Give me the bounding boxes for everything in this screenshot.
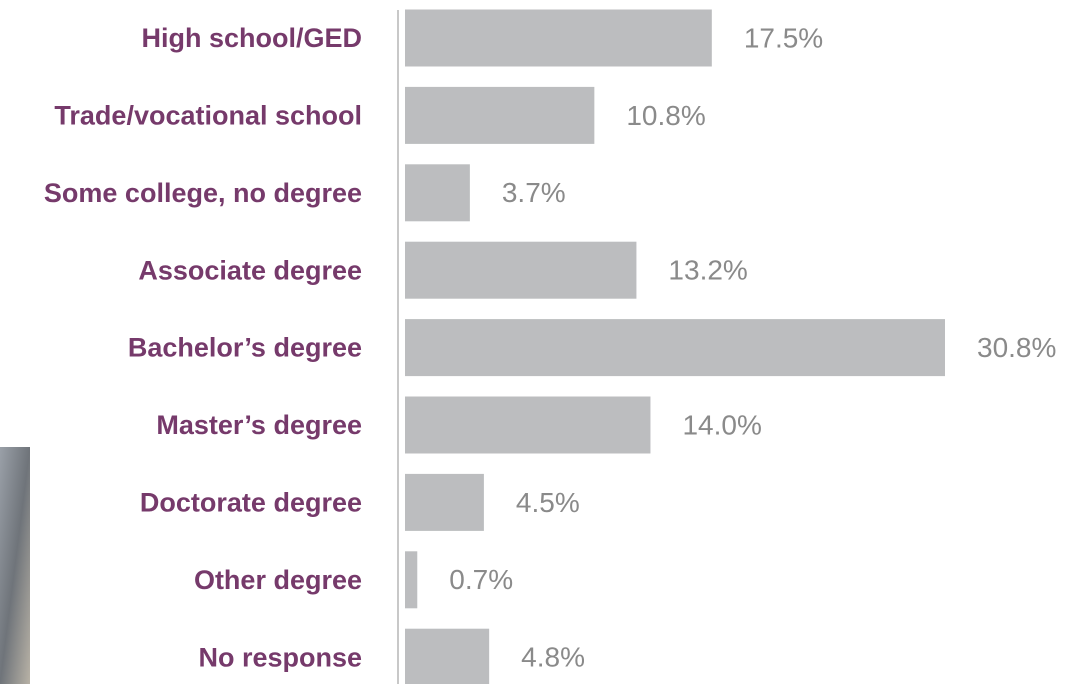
bar	[405, 473, 484, 531]
category-label: High school/GED	[141, 23, 362, 53]
category-label: Trade/vocational school	[54, 101, 362, 131]
bar	[405, 628, 490, 684]
bar	[405, 319, 945, 377]
bar	[405, 164, 470, 222]
value-label: 13.2%	[668, 255, 747, 286]
photo-fragment	[0, 447, 30, 684]
value-label: 14.0%	[682, 409, 761, 440]
value-label: 4.5%	[516, 487, 580, 518]
value-label: 10.8%	[626, 100, 705, 131]
value-label: 30.8%	[977, 332, 1056, 363]
category-label: Some college, no degree	[44, 178, 362, 208]
value-label: 3.7%	[502, 177, 566, 208]
category-label: Associate degree	[138, 255, 362, 285]
category-label: Master’s degree	[156, 410, 362, 440]
category-label: Doctorate degree	[140, 488, 362, 518]
bar	[405, 9, 712, 67]
value-label: 17.5%	[744, 22, 823, 53]
bar	[405, 396, 651, 454]
bar	[405, 86, 595, 144]
bar	[405, 551, 418, 609]
category-label: Bachelor’s degree	[128, 333, 362, 363]
value-label: 0.7%	[449, 564, 513, 595]
value-label: 4.8%	[521, 642, 585, 673]
category-label: No response	[198, 642, 362, 672]
bar	[405, 241, 637, 299]
category-label: Other degree	[194, 565, 362, 595]
